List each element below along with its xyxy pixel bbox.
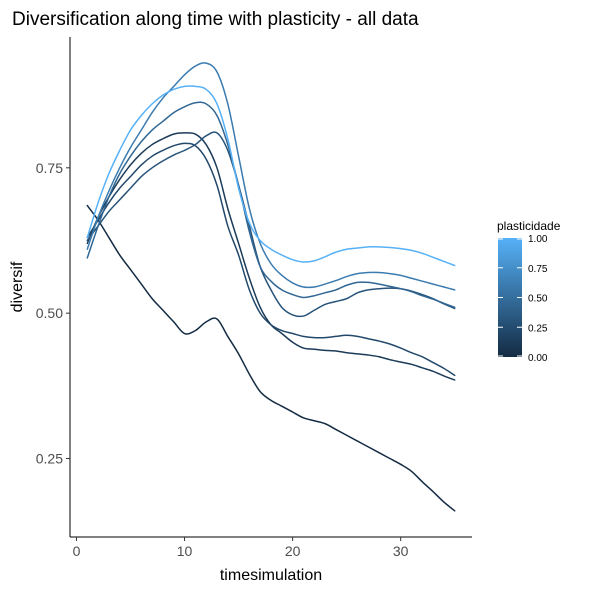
series-group — [86, 62, 456, 512]
y-axis-title: diversif — [9, 261, 26, 312]
x-tick-label: 30 — [393, 543, 409, 559]
x-tick-label: 10 — [177, 543, 193, 559]
plot-panel: 0 10 20 30 0.25 0.50 0.75 — [36, 37, 472, 559]
series-line-6 — [86, 85, 456, 267]
y-tick-label: 0.50 — [36, 305, 63, 321]
series-line-1 — [86, 132, 456, 381]
legend-tick-label: 0.50 — [528, 294, 548, 305]
series-line-4 — [86, 101, 456, 309]
legend-tick-label: 0.00 — [528, 353, 548, 364]
x-tick-label: 20 — [285, 543, 301, 559]
x-axis-title: timesimulation — [220, 567, 322, 584]
legend-tick-label: 0.25 — [528, 323, 548, 334]
series-line-3 — [86, 131, 456, 318]
y-tick-label: 0.75 — [36, 160, 63, 176]
x-axis-ticks: 0 10 20 30 — [73, 537, 409, 559]
series-line-5 — [86, 62, 456, 291]
legend-tick-label: 0.75 — [528, 264, 548, 275]
series-line-0 — [86, 204, 456, 512]
legend-title: plasticidade — [497, 219, 561, 233]
chart-title: Diversification along time with plastici… — [12, 9, 419, 30]
y-tick-label: 0.25 — [36, 451, 63, 467]
y-axis-ticks: 0.25 0.50 0.75 — [36, 160, 70, 467]
legend-tick-label: 1.00 — [528, 234, 548, 245]
legend-ticks: 1.00 0.75 0.50 0.25 0.00 — [498, 234, 548, 364]
x-tick-label: 0 — [73, 543, 81, 559]
legend: plasticidade 1.00 0.75 0.50 0.25 0.00 — [497, 219, 561, 364]
series-line-2 — [86, 142, 456, 377]
